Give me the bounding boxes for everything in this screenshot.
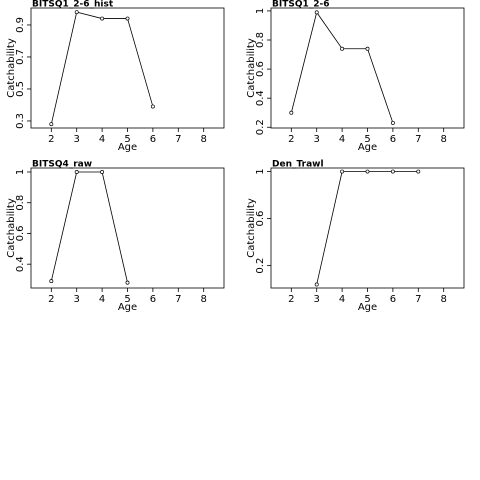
x-tick-label: 6 — [390, 294, 396, 305]
y-tick-label: 0.2 — [255, 258, 266, 274]
y-tick-label: 0.4 — [15, 256, 26, 272]
x-axis-label: Age — [358, 142, 377, 153]
x-tick-label: 8 — [440, 294, 446, 305]
y-tick-label: 0.8 — [15, 195, 26, 211]
y-tick-label: 0.6 — [255, 211, 266, 227]
point — [49, 122, 54, 127]
point — [314, 10, 319, 15]
y-tick-label: 0.6 — [255, 61, 266, 77]
y-tick-label: 0.7 — [15, 49, 26, 65]
x-tick-label: 2 — [48, 294, 54, 305]
x-axis-label: Age — [118, 142, 137, 153]
x-tick-label: 4 — [99, 294, 105, 305]
line — [290, 11, 394, 124]
y-axis-label: Catchability — [6, 198, 17, 258]
point — [74, 170, 79, 174]
point — [390, 169, 395, 174]
point — [314, 282, 319, 287]
plot-frame — [270, 167, 465, 289]
x-tick-label: 4 — [339, 294, 345, 305]
x-tick-label: 6 — [150, 294, 156, 305]
x-tick-label: 5 — [124, 294, 130, 305]
y-tick-label: 0.2 — [255, 119, 266, 135]
point — [74, 10, 79, 15]
x-tick-label: 3 — [74, 134, 80, 145]
y-tick-label: 0.8 — [255, 32, 266, 48]
point — [390, 120, 395, 125]
x-tick-label: 4 — [99, 134, 105, 145]
point — [365, 46, 370, 51]
y-axis-label: Catchability — [6, 38, 17, 98]
x-tick-label: 7 — [415, 294, 421, 305]
x-tick-label: 3 — [74, 294, 80, 305]
x-tick-label: 3 — [314, 134, 320, 145]
x-tick-label: 6 — [390, 134, 396, 145]
panel-title: BITSQ1_2-6_hist — [32, 0, 114, 10]
point — [340, 46, 345, 51]
y-tick-label: 0.9 — [15, 17, 26, 33]
y-axis-label: Catchability — [246, 198, 257, 258]
y-tick-label: 0.6 — [15, 226, 26, 242]
x-tick-label: 2 — [48, 134, 54, 145]
x-axis-label: Age — [358, 302, 377, 313]
x-tick-label: 3 — [314, 294, 320, 305]
x-tick-label: 5 — [124, 134, 130, 145]
x-tick-label: 7 — [175, 134, 181, 145]
panel-title: BITSQ1_2-6 — [272, 0, 330, 10]
y-tick-label: 0.3 — [15, 113, 26, 129]
x-tick-label: 2 — [288, 134, 294, 145]
line — [316, 171, 419, 285]
panel-title: BITSQ4_raw — [32, 160, 92, 170]
panel-title: Den_Trawl — [272, 160, 324, 170]
point — [365, 169, 370, 174]
plot-frame — [270, 7, 465, 129]
y-tick-label: 1 — [255, 168, 266, 174]
y-tick-label: 0.4 — [255, 90, 266, 106]
line — [50, 11, 154, 125]
x-tick-label: 5 — [364, 294, 370, 305]
plot-frame — [30, 7, 225, 129]
x-tick-label: 6 — [150, 134, 156, 145]
point — [100, 16, 105, 21]
x-tick-label: 5 — [364, 134, 370, 145]
plot-frame — [30, 167, 225, 289]
y-tick-label: 0.5 — [15, 81, 26, 97]
x-tick-label: 7 — [415, 134, 421, 145]
point — [125, 16, 130, 21]
y-tick-label: 1 — [255, 8, 266, 14]
x-tick-label: 7 — [175, 294, 181, 305]
point — [125, 280, 130, 285]
point — [49, 279, 54, 284]
point — [340, 169, 345, 174]
point — [100, 170, 105, 174]
point — [150, 104, 155, 109]
line — [50, 171, 128, 283]
x-tick-label: 8 — [200, 294, 206, 305]
point — [416, 169, 421, 174]
x-tick-label: 4 — [339, 134, 345, 145]
y-axis-label: Catchability — [246, 38, 257, 98]
x-tick-label: 8 — [440, 134, 446, 145]
x-axis-label: Age — [118, 302, 137, 313]
x-tick-label: 8 — [200, 134, 206, 145]
y-tick-label: 1 — [15, 169, 26, 175]
x-tick-label: 2 — [288, 294, 294, 305]
point — [289, 110, 294, 115]
